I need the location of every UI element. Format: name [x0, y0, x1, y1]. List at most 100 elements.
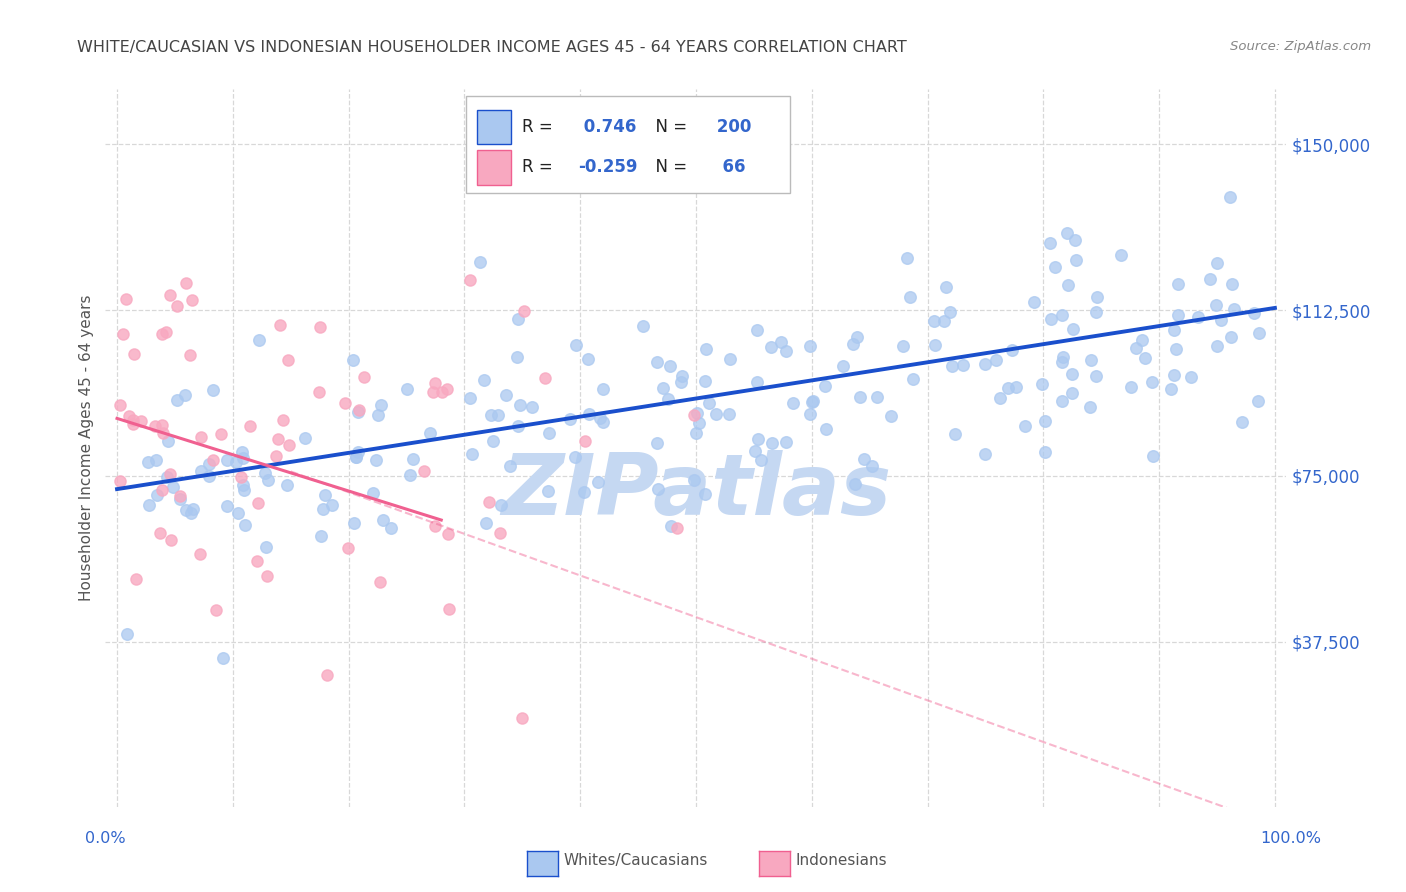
- Point: [174, 503, 197, 517]
- Point: [373, 512, 395, 526]
- Point: [1166, 342, 1188, 356]
- Point: [1219, 190, 1241, 204]
- Text: Source: ZipAtlas.com: Source: ZipAtlas.com: [1230, 40, 1371, 54]
- Point: [1052, 309, 1074, 323]
- Point: [1140, 375, 1163, 389]
- Point: [814, 421, 837, 435]
- Point: [1142, 450, 1164, 464]
- Point: [308, 319, 330, 334]
- Point: [1057, 278, 1080, 293]
- Point: [336, 541, 359, 555]
- Point: [1035, 414, 1057, 428]
- Point: [671, 368, 693, 383]
- Point: [314, 488, 336, 502]
- Point: [108, 398, 131, 412]
- Point: [315, 668, 337, 682]
- Point: [180, 293, 202, 307]
- Point: [572, 485, 595, 500]
- Point: [1031, 376, 1053, 391]
- Point: [145, 452, 167, 467]
- Point: [1160, 382, 1182, 396]
- Point: [460, 273, 482, 287]
- Point: [247, 496, 270, 510]
- Point: [564, 450, 586, 464]
- Text: WHITE/CAUCASIAN VS INDONESIAN HOUSEHOLDER INCOME AGES 45 - 64 YEARS CORRELATION : WHITE/CAUCASIAN VS INDONESIAN HOUSEHOLDE…: [77, 40, 907, 55]
- Point: [866, 390, 889, 404]
- Point: [576, 351, 599, 366]
- Point: [1064, 253, 1087, 268]
- Point: [423, 518, 446, 533]
- Point: [1125, 341, 1147, 355]
- Point: [671, 376, 693, 390]
- Point: [159, 287, 181, 301]
- Point: [988, 391, 1011, 405]
- Point: [150, 327, 173, 342]
- Point: [347, 405, 370, 419]
- Point: [367, 408, 389, 422]
- Point: [900, 290, 922, 304]
- Point: [254, 540, 277, 554]
- Point: [565, 337, 588, 351]
- Point: [688, 416, 710, 430]
- Point: [560, 411, 582, 425]
- Point: [181, 501, 204, 516]
- Point: [122, 413, 145, 427]
- Point: [423, 376, 446, 390]
- Point: [592, 415, 614, 429]
- Point: [1111, 248, 1133, 262]
- Point: [232, 451, 254, 466]
- Point: [974, 447, 997, 461]
- Point: [665, 521, 688, 535]
- Point: [499, 459, 522, 474]
- Point: [370, 398, 392, 412]
- Point: [782, 396, 804, 410]
- Text: 0.0%: 0.0%: [86, 831, 125, 846]
- Point: [1039, 312, 1062, 326]
- Point: [458, 391, 481, 405]
- Point: [1167, 308, 1189, 322]
- Point: [659, 519, 682, 533]
- Point: [231, 445, 253, 459]
- Point: [745, 323, 768, 337]
- Point: [984, 353, 1007, 368]
- Point: [150, 483, 173, 497]
- Point: [901, 372, 924, 386]
- Point: [880, 409, 903, 423]
- Point: [115, 292, 138, 306]
- Point: [860, 458, 883, 473]
- Point: [162, 480, 184, 494]
- Point: [775, 435, 797, 450]
- Point: [770, 334, 793, 349]
- Point: [482, 434, 505, 449]
- Point: [939, 304, 962, 318]
- Point: [495, 388, 517, 402]
- Point: [759, 340, 782, 354]
- Point: [249, 334, 271, 348]
- Text: R =: R =: [523, 159, 558, 177]
- Point: [253, 467, 276, 481]
- Point: [309, 529, 332, 543]
- Point: [775, 343, 797, 358]
- Point: [364, 453, 387, 467]
- Point: [1000, 343, 1022, 357]
- Point: [131, 414, 153, 428]
- Point: [891, 339, 914, 353]
- Point: [997, 381, 1019, 395]
- Point: [506, 350, 529, 364]
- Point: [645, 436, 668, 450]
- Point: [645, 355, 668, 369]
- Text: N =: N =: [645, 119, 693, 136]
- Point: [801, 393, 824, 408]
- Point: [1039, 235, 1062, 250]
- Point: [1187, 310, 1209, 324]
- Point: [246, 554, 269, 568]
- Point: [169, 490, 191, 504]
- Point: [380, 521, 402, 535]
- Point: [1004, 380, 1026, 394]
- Point: [761, 435, 783, 450]
- Point: [852, 452, 875, 467]
- Point: [1060, 386, 1083, 401]
- Point: [652, 380, 675, 394]
- Point: [1249, 326, 1271, 341]
- Point: [212, 651, 235, 665]
